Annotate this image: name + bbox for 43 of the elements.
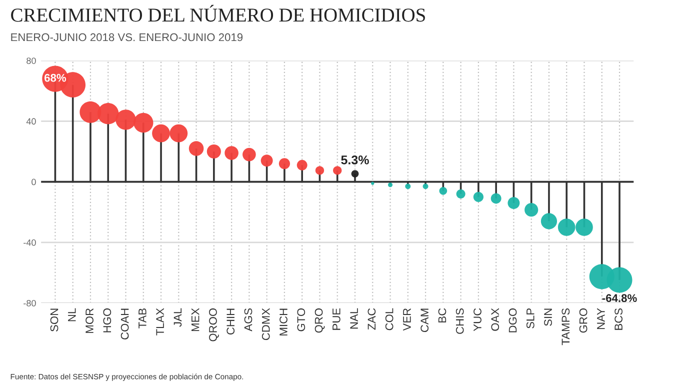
x-tick-label: SLP [526, 308, 534, 328]
x-tick-label: QRO [314, 308, 325, 333]
data-label: -64.8% [602, 294, 637, 302]
x-tick-label: ZAC [368, 308, 376, 330]
x-tick-label: DGO [508, 308, 517, 332]
x-tick-label: CHIS [456, 308, 464, 334]
x-tick-label: YUC [474, 308, 482, 332]
x-tick-label: PUE [332, 308, 340, 330]
y-tick-label: 40 [26, 118, 36, 125]
x-tick-label: JAL [174, 308, 182, 327]
chart-title: CRECIMIENTO DEL NÚMERO DE HOMICIDIOS [11, 4, 425, 22]
x-tick-label: MICH [280, 308, 288, 336]
data-label: 68% [44, 74, 66, 82]
x-tick-label: BCS [614, 308, 622, 330]
x-tick-label: CDMX [262, 308, 270, 340]
x-tick-label: VER [403, 308, 411, 331]
x-tick-label: OAX [491, 308, 500, 331]
x-tick-label: SON [50, 308, 58, 332]
x-tick-label: NAY [597, 308, 605, 329]
data-label: 5.3% [341, 156, 369, 164]
x-tick-label: TAMPS [562, 308, 570, 346]
y-tick-label: -80 [24, 300, 36, 306]
x-tick-label: TAB [138, 308, 146, 328]
x-tick-label: BC [438, 308, 446, 322]
x-tick-label: NAL [350, 308, 358, 329]
x-tick-label: QROO [209, 308, 219, 342]
x-tick-label: GRO [579, 308, 588, 333]
x-tick-label: COL [385, 308, 394, 330]
x-tick-label: COAH [120, 308, 129, 340]
x-tick-label: CAM [420, 308, 429, 332]
x-tick-label: MEX [192, 308, 200, 332]
x-tick-label: GTO [297, 308, 306, 332]
y-tick-label: 0 [32, 178, 36, 186]
x-tick-label: AGS [244, 308, 252, 332]
x-tick-label: MOR [86, 308, 94, 333]
y-tick-label: -40 [24, 239, 36, 246]
y-tick-label: 80 [26, 58, 36, 64]
x-tick-label: TLAX [156, 308, 164, 336]
x-tick-label: SIN [544, 308, 552, 326]
x-tick-label: HGO [103, 308, 112, 332]
x-tick-label: NL [68, 308, 76, 322]
x-tick-label: CHIH [226, 308, 235, 334]
chart-subtitle: ENERO-JUNIO 2018 VS. ENERO-JUNIO 2019 [11, 33, 243, 42]
